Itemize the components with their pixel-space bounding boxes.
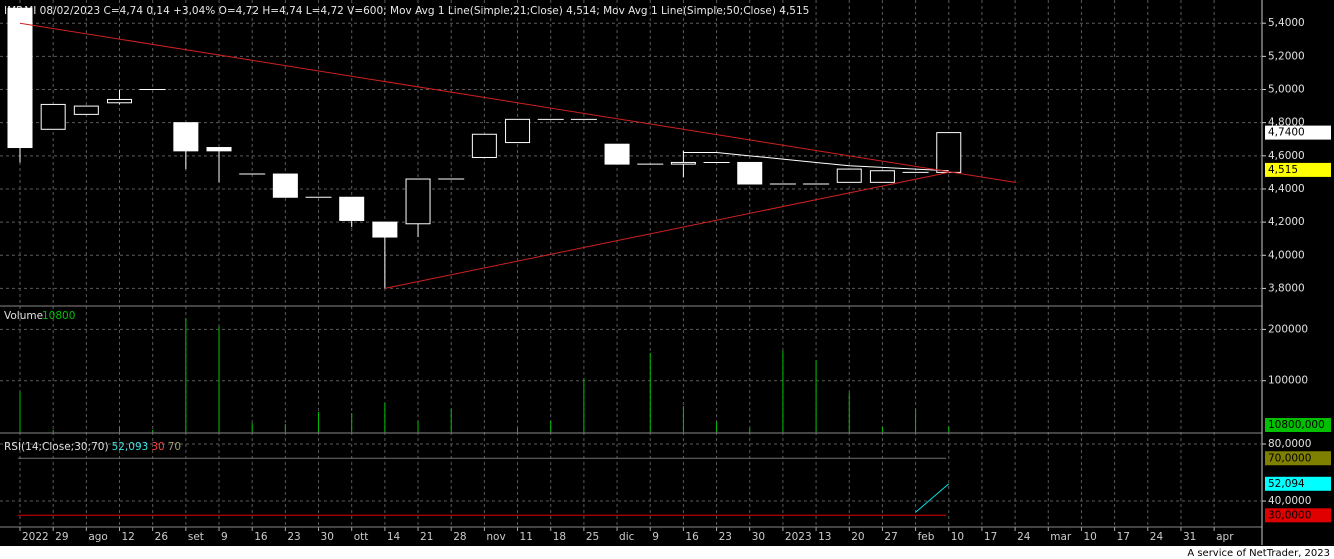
value-box-label: 4,515 (1268, 164, 1298, 176)
x-tick-label: 14 (387, 531, 401, 543)
candle-body (505, 118, 531, 144)
value-box (1265, 125, 1331, 140)
x-tick-label: 16 (254, 531, 268, 543)
y-tick-label: 200000 (1268, 323, 1308, 335)
candle-body (869, 170, 895, 183)
value-box (1265, 508, 1331, 523)
y-tick-label: 100000 (1268, 375, 1308, 387)
candle-body (836, 168, 862, 183)
x-tick-label: 18 (553, 531, 566, 543)
y-tick-label: 4,4000 (1268, 183, 1305, 195)
x-tick-label: 9 (652, 531, 659, 543)
x-tick-label: 20 (851, 531, 864, 543)
x-tick-label: apr (1216, 531, 1234, 543)
x-tick-label: nov (486, 531, 505, 543)
x-tick-label: 23 (719, 531, 732, 543)
candle-body (40, 103, 66, 130)
rsi-line (915, 483, 950, 513)
x-tick-label: ago (88, 531, 108, 543)
x-tick-label: 24 (1150, 531, 1164, 543)
x-tick-label: set (188, 531, 204, 543)
value-box (1265, 476, 1331, 491)
footer: A service of NetTrader, 2023 (1187, 548, 1330, 559)
candle-body (339, 196, 365, 221)
x-tick-label: dic (619, 531, 635, 543)
value-box-label: 30,0000 (1268, 509, 1311, 521)
trend-line (384, 171, 949, 289)
candle-body (7, 7, 33, 149)
candle-body (604, 143, 630, 165)
y-tick-label: 4,0000 (1268, 249, 1305, 261)
value-box (1265, 451, 1331, 466)
y-tick-label: 5,2000 (1268, 50, 1305, 62)
trend-line (19, 22, 1016, 183)
candle-body (372, 221, 398, 238)
x-tick-label: 17 (1117, 531, 1130, 543)
candle-body (173, 122, 199, 152)
x-tick-label: 2022 (22, 531, 49, 543)
panel-title-text: RSI(14;Close;30;70) (4, 441, 109, 453)
y-tick-label: 4,6000 (1268, 150, 1305, 162)
candle-body (206, 147, 232, 152)
x-tick-label: 17 (984, 531, 997, 543)
x-tick-label: 28 (453, 531, 466, 543)
candle-body (73, 105, 99, 115)
x-tick-label: mar (1050, 531, 1072, 543)
candle-body (272, 173, 298, 198)
value-box-label: 52,094 (1268, 478, 1305, 490)
candle-body (737, 161, 763, 185)
x-tick-label: ott (354, 531, 369, 543)
candle-body (936, 132, 962, 173)
panel-title-value: 30 (151, 441, 164, 453)
panel-title: Volume (4, 310, 43, 322)
footer-strip (0, 546, 1334, 559)
y-tick-label: 40,0000 (1268, 495, 1311, 507)
candle-body (405, 178, 431, 225)
x-tick-label: 13 (818, 531, 831, 543)
x-tick-label: 2023 (785, 531, 812, 543)
x-tick-label: 24 (1017, 531, 1031, 543)
x-tick-label: 11 (520, 531, 533, 543)
y-tick-label: 5,4000 (1268, 17, 1305, 29)
y-tick-label: 80,0000 (1268, 438, 1311, 450)
candle-body (670, 161, 696, 165)
candle-body (471, 133, 497, 158)
x-tick-label: 9 (221, 531, 228, 543)
x-tick-label: 12 (122, 531, 135, 543)
panel-title-value: 10800 (42, 310, 75, 322)
y-tick-label: 3,8000 (1268, 282, 1305, 294)
x-tick-label: 10 (1083, 531, 1096, 543)
y-tick-label: 5,0000 (1268, 84, 1305, 96)
value-box (1265, 162, 1331, 177)
x-tick-label: 31 (1183, 531, 1196, 543)
x-tick-label: 26 (155, 531, 169, 543)
x-tick-label: 23 (287, 531, 300, 543)
value-box-label: 70,0000 (1268, 452, 1311, 464)
panel-title-value: 70 (168, 441, 181, 453)
y-tick-label: 4,2000 (1268, 216, 1305, 228)
value-box-label: 10800,000 (1268, 419, 1325, 431)
x-tick-label: 30 (752, 531, 765, 543)
x-tick-label: 25 (586, 531, 599, 543)
value-box (1265, 418, 1331, 432)
x-tick-label: 30 (321, 531, 334, 543)
x-tick-label: 21 (420, 531, 433, 543)
panel-title-value: 52,093 (112, 441, 149, 453)
value-box-label: 4,7400 (1268, 127, 1305, 139)
x-tick-label: 27 (884, 531, 897, 543)
panel-title: RSI(14;Close;30;70) 52,093 30 70 (4, 441, 181, 453)
moving-average (683, 152, 949, 172)
candle-body (107, 98, 133, 104)
x-tick-label: 16 (685, 531, 699, 543)
x-tick-label: 29 (55, 531, 68, 543)
header: IMP.MI 08/02/2023 C=4,74 0,14 +3,04% O=4… (4, 5, 809, 17)
x-tick-label: 10 (951, 531, 964, 543)
x-tick-label: feb (918, 531, 935, 543)
